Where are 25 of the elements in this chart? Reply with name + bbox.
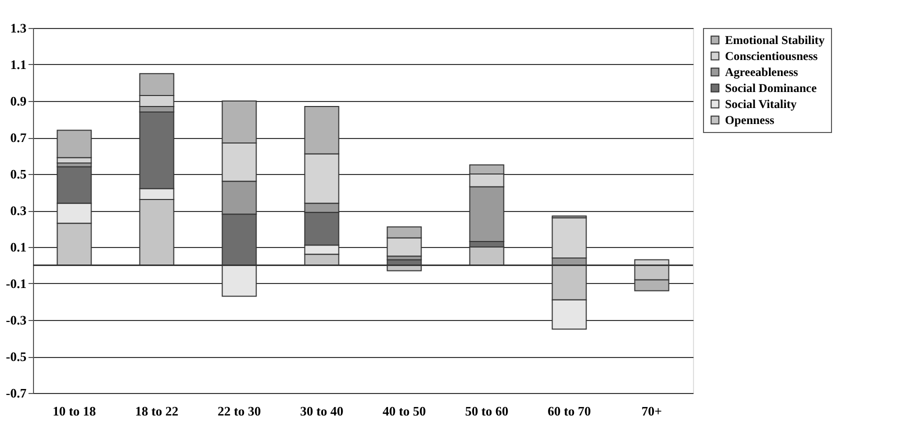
legend-label: Emotional Stability [725,33,825,47]
legend-label: Conscientiousness [725,49,818,63]
x-tick-label: 40 to 50 [382,404,426,418]
y-tick-label: 0.1 [10,240,26,254]
x-tick-label: 30 to 40 [300,404,344,418]
legend-label: Openness [725,113,775,127]
y-tick-label: -0.1 [6,276,26,291]
y-tick-label: 0.3 [10,203,27,218]
x-tick-label: 18 to 22 [135,404,178,418]
y-tick-label: 0.5 [10,166,27,182]
y-tick-label: 1.1 [10,57,26,72]
x-tick-label: 50 to 60 [465,404,508,418]
legend-label: Social Dominance [725,81,818,95]
y-tick-label: 0.7 [10,130,27,145]
x-tick-label: 60 to 70 [548,404,591,418]
y-tick-label: -0.3 [6,312,27,328]
y-tick-label: -0.5 [6,349,27,364]
x-tick-label: 70+ [642,404,662,418]
y-tick-label: 0.9 [10,94,27,108]
x-tick-label: 22 to 30 [218,404,261,418]
y-tick-label: -0.7 [6,386,27,400]
y-tick-label: 1.3 [10,20,27,36]
legend-label: Social Vitality [725,97,797,111]
legend-label: Agreeableness [725,65,798,79]
x-tick-label: 10 to 18 [52,404,96,418]
